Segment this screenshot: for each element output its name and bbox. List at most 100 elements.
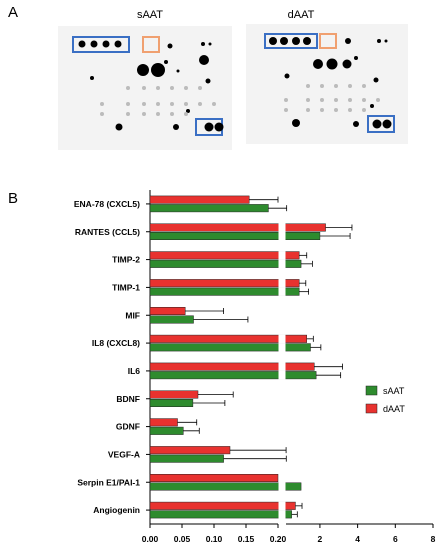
array-spot [377,39,381,43]
array-spot [280,37,288,45]
array-spot [205,78,211,84]
bar-dAAT [149,501,296,510]
array-spot [212,102,216,106]
category-label: TIMP-2 [112,255,140,265]
bar-sAAT [149,426,184,435]
bar-dAAT [149,307,186,315]
array-spot [199,55,209,65]
bar-dAAT [149,195,250,204]
axis-break-gap [278,223,286,232]
array-spot [170,102,174,106]
array-spot [362,108,366,112]
array-spot [137,64,149,76]
array-spot [198,86,202,90]
reference-spot-box [367,115,395,133]
axis-break-gap [278,334,286,344]
axis-break-gap [278,510,286,519]
array-spot [156,112,160,116]
bar-sAAT [149,315,194,324]
array-spot [320,84,324,88]
array-spot [384,39,388,43]
array-spot [186,109,190,113]
array-spot [376,98,380,102]
array-spot [170,86,174,90]
bar-sAAT [149,343,311,352]
array-spot [198,102,202,106]
array-spot [382,119,392,129]
legend-label-dAAT: dAAT [383,404,405,414]
category-label: MIF [125,310,140,320]
array-spot [184,102,188,106]
array-spot [334,98,338,102]
array-spot [156,102,160,106]
array-spot [326,58,338,70]
bar-sAAT [149,510,292,519]
axis-break-gap [278,343,286,352]
array-spot [354,56,358,60]
bar-sAAT [149,259,302,268]
array-spot [184,86,188,90]
array-spot [303,37,311,45]
axis-break-gap [278,231,286,241]
x-tick-label: 2 [318,534,323,544]
array-spot [292,119,300,127]
axis-break-gap [278,482,286,491]
panel-a-label: A [8,4,19,21]
reference-spot-box [264,33,318,49]
array-spot [370,104,374,108]
blot-sAAT-title: sAAT [136,9,164,21]
array-spot [334,108,338,112]
category-label: VEGF-A [108,449,140,459]
array-spot [208,42,212,46]
blot-sAAT-image [58,26,232,150]
axis-break-gap [278,278,286,288]
array-spot [348,108,352,112]
array-spot [334,84,338,88]
bar-dAAT [149,390,199,399]
array-spot [362,98,366,102]
array-spot [115,123,123,131]
category-label: BDNF [116,394,140,404]
bar-sAAT [149,454,224,463]
array-spot [214,122,224,132]
array-spot [90,40,98,48]
bar-sAAT [149,232,321,240]
array-spot [284,98,288,102]
array-spot [126,112,130,116]
negative-control-box [142,36,160,53]
array-spot [204,122,214,132]
array-spot [269,37,277,45]
array-spot [173,124,179,130]
array-spot [320,108,324,112]
bar-sAAT [149,287,300,296]
blot-dAAT-title: dAAT [287,9,315,21]
array-spot [306,108,310,112]
array-spot [100,102,104,106]
array-spot [348,84,352,88]
array-spot [362,84,366,88]
x-tick-label: 0.00 [142,534,159,544]
category-label: IL8 (CXCL8) [92,338,140,348]
array-spot [151,63,165,77]
x-tick-label: 4 [355,534,360,544]
axis-break-gap [278,251,286,260]
blot-dAAT-image [246,24,408,144]
array-spot [78,40,86,48]
axis-break-gap [278,501,286,511]
bar-dAAT [149,223,326,232]
array-spot [320,98,324,102]
legend-swatch-dAAT [365,403,378,414]
bar-sAAT [149,399,194,407]
array-spot [126,102,130,106]
x-tick-label: 6 [393,534,398,544]
category-label: IL6 [128,366,141,376]
category-label: Angiogenin [93,505,140,515]
array-spot [90,76,94,80]
axis-break-gap [278,362,286,371]
category-label: TIMP-1 [112,282,140,292]
array-spot [102,40,110,48]
array-spot [372,119,382,129]
bar-dAAT [149,279,300,288]
array-spot [164,60,168,64]
